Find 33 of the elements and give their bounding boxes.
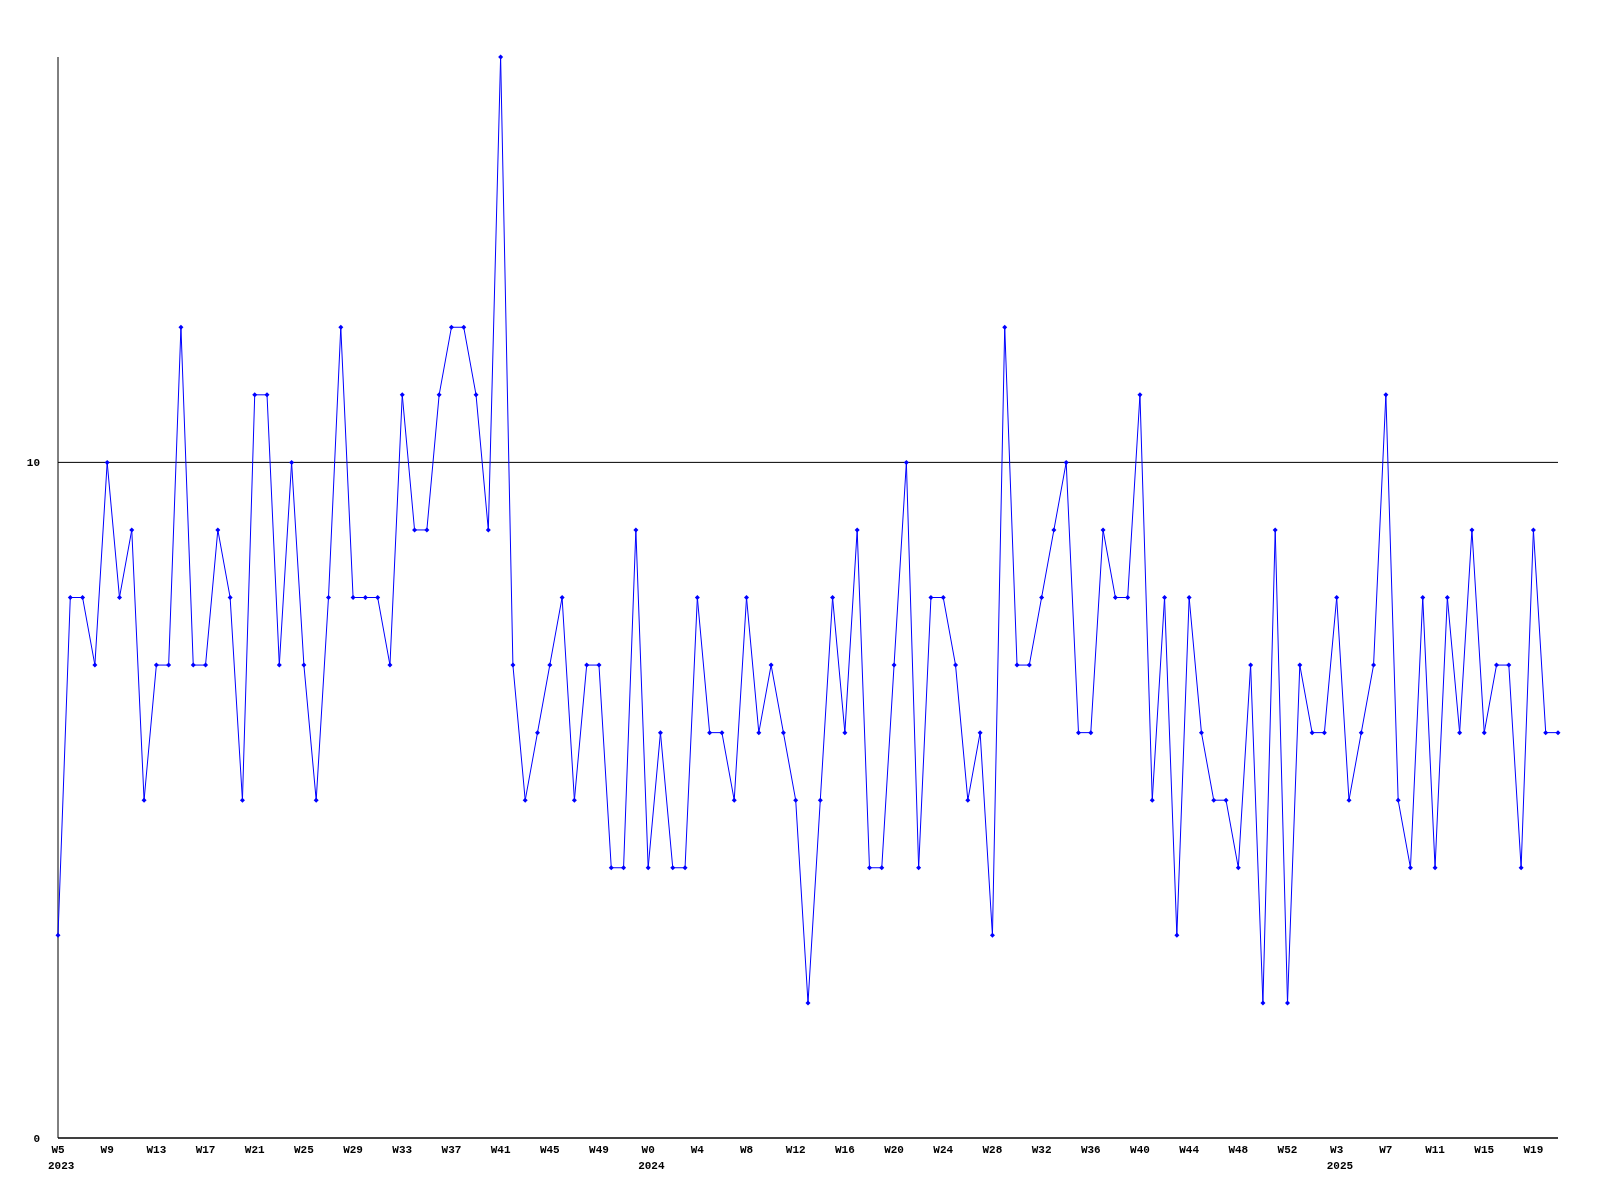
x-tick-label: W11 bbox=[1425, 1144, 1446, 1156]
x-tick-label: W41 bbox=[490, 1144, 511, 1156]
x-tick-label: W4 bbox=[690, 1144, 705, 1156]
x-tick-label: W19 bbox=[1523, 1144, 1544, 1156]
x-tick-label: W17 bbox=[195, 1144, 216, 1156]
y-tick-label: 0 bbox=[33, 1132, 40, 1145]
x-tick-label: W12 bbox=[785, 1144, 806, 1156]
x-tick-label: W40 bbox=[1130, 1144, 1150, 1156]
x-tick-label: W8 bbox=[739, 1144, 754, 1156]
x-tick-label: W0 2024 bbox=[638, 1144, 665, 1172]
x-tick-label: W9 bbox=[100, 1144, 114, 1156]
x-tick-label: W13 bbox=[146, 1144, 167, 1156]
x-tick-label: W15 bbox=[1474, 1144, 1495, 1156]
x-tick-label: W21 bbox=[244, 1144, 266, 1156]
x-tick-label: W25 bbox=[294, 1144, 315, 1156]
x-tick-label: W24 bbox=[933, 1144, 954, 1156]
y-tick-label: 10 bbox=[26, 457, 40, 470]
x-tick-label: W28 bbox=[982, 1144, 1003, 1156]
x-tick-label: W33 bbox=[392, 1144, 413, 1156]
x-tick-label: W48 bbox=[1228, 1144, 1249, 1156]
x-tick-label: W32 bbox=[1031, 1144, 1052, 1156]
x-tick-label: W52 bbox=[1277, 1144, 1298, 1156]
x-tick-label: W3 2025 bbox=[1326, 1144, 1354, 1172]
x-tick-label: W20 bbox=[884, 1144, 904, 1156]
x-tick-label: W36 bbox=[1080, 1144, 1101, 1156]
x-tick-label: W5 2023 bbox=[48, 1144, 75, 1172]
x-tick-label: W7 bbox=[1379, 1144, 1393, 1156]
x-tick-label: W37 bbox=[441, 1144, 462, 1156]
x-tick-label: W29 bbox=[343, 1144, 363, 1156]
x-tick-label: W16 bbox=[834, 1144, 855, 1156]
x-tick-label: W45 bbox=[539, 1144, 561, 1156]
x-tick-label: W44 bbox=[1179, 1144, 1200, 1156]
x-tick-label: W49 bbox=[589, 1144, 609, 1156]
